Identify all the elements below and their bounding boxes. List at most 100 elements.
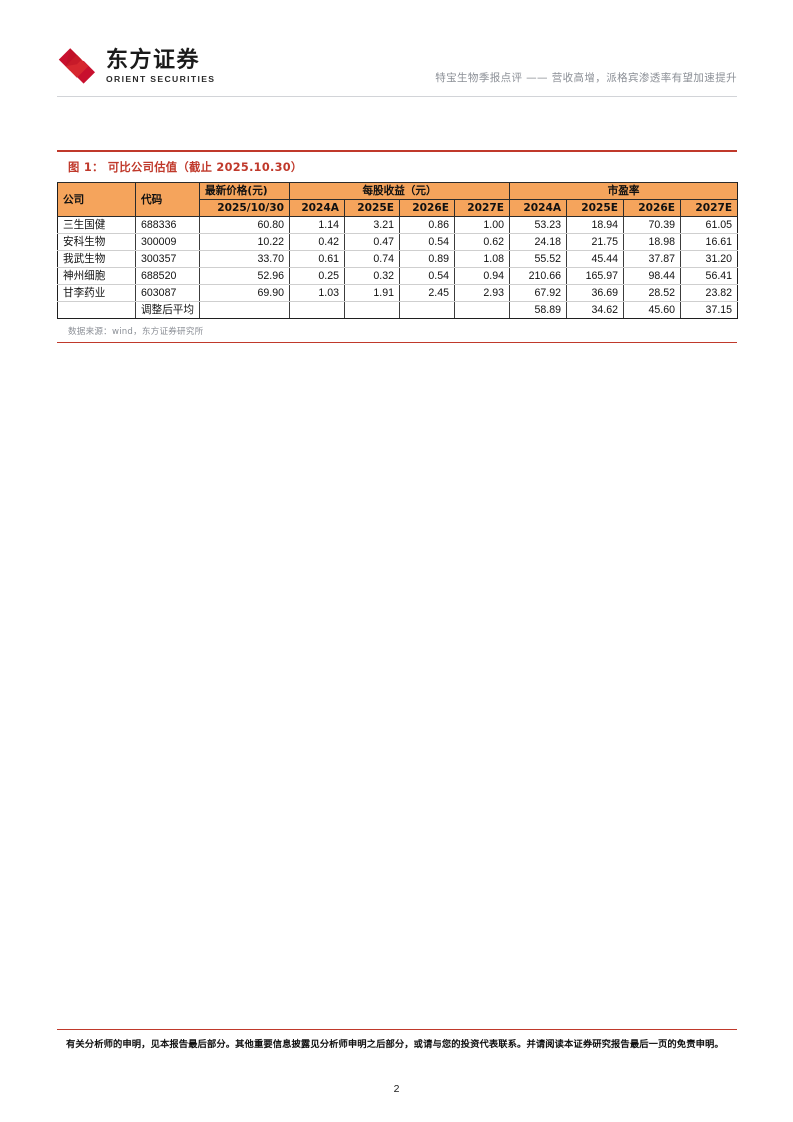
cell-eps-2027e: 2.93	[453, 283, 511, 302]
cell-eps-2027e: 0.94	[453, 266, 511, 285]
exhibit-title: 图 1： 可比公司估值（截止 2025.10.30）	[68, 160, 303, 174]
cell-code: 300357	[135, 249, 200, 268]
exhibit-block: 图 1： 可比公司估值（截止 2025.10.30） 公司 代码 最新	[57, 150, 739, 343]
cell-eps-2027e: 0.62	[453, 232, 511, 251]
exhibit-bottom-rule	[57, 341, 737, 343]
cell-code: 688520	[135, 266, 200, 285]
cell-pe-2024a: 24.18	[509, 232, 568, 251]
cell-company	[57, 300, 136, 319]
valuation-table: 公司 代码 最新价格(元) 每股收益（元） 市盈率 2025/10/30 202…	[57, 181, 739, 319]
col-header-company: 公司	[57, 181, 136, 217]
col-subheader-eps-2026e: 2026E	[399, 198, 455, 217]
col-subheader-eps-2024a: 2024A	[289, 198, 345, 217]
cell-pe-2026e: 37.87	[623, 249, 682, 268]
cell-eps-2024a: 0.61	[289, 249, 345, 268]
col-subheader-pe-2025e: 2025E	[566, 198, 625, 217]
cell-eps-2025e: 0.47	[344, 232, 400, 251]
cell-eps-2025e: 3.21	[344, 215, 400, 234]
cell-pe-2025e: 45.44	[566, 249, 625, 268]
cell-price: 10.22	[199, 232, 290, 251]
cell-price: 52.96	[199, 266, 290, 285]
cell-pe-2025e: 165.97	[566, 266, 625, 285]
cell-eps-2026e: 0.86	[399, 215, 455, 234]
page-header: 东方证券 ORIENT SECURITIES 特宝生物季报点评 —— 营收高增，…	[57, 44, 737, 96]
col-header-pe-group: 市盈率	[509, 181, 739, 200]
col-subheader-pe-2027e: 2027E	[680, 198, 739, 217]
cell-eps-2024a	[289, 300, 345, 319]
cell-company: 甘李药业	[57, 283, 136, 302]
orient-securities-diamond-logo	[57, 46, 97, 86]
cell-pe-2026e: 70.39	[623, 215, 682, 234]
col-subheader-eps-2025e: 2025E	[344, 198, 400, 217]
table-body: 三生国健 688336 60.80 1.14 3.21 0.86 1.00 53…	[57, 215, 739, 319]
exhibit-top-rule	[57, 150, 737, 152]
col-header-price: 最新价格(元)	[199, 181, 290, 200]
cell-eps-2024a: 0.42	[289, 232, 345, 251]
table-row-average: 调整后平均 58.89 34.62 45.60 37.15	[57, 300, 739, 319]
cell-pe-2025e: 18.94	[566, 215, 625, 234]
cell-company: 神州细胞	[57, 266, 136, 285]
table-row: 神州细胞 688520 52.96 0.25 0.32 0.54 0.94 21…	[57, 266, 739, 285]
brand-logo: 东方证券 ORIENT SECURITIES	[57, 46, 215, 86]
cell-code: 300009	[135, 232, 200, 251]
cell-pe-2024a: 58.89	[509, 300, 568, 319]
cell-eps-2026e: 0.54	[399, 266, 455, 285]
cell-pe-2026e: 18.98	[623, 232, 682, 251]
brand-text: 东方证券 ORIENT SECURITIES	[106, 47, 216, 85]
cell-eps-2025e: 0.74	[344, 249, 400, 268]
cell-pe-2024a: 55.52	[509, 249, 568, 268]
cell-pe-2024a: 53.23	[509, 215, 568, 234]
cell-price	[199, 300, 290, 319]
table-row: 三生国健 688336 60.80 1.14 3.21 0.86 1.00 53…	[57, 215, 739, 234]
col-subheader-eps-2027e: 2027E	[453, 198, 511, 217]
header-divider	[57, 96, 737, 97]
cell-eps-2024a: 1.14	[289, 215, 345, 234]
cell-pe-2025e: 21.75	[566, 232, 625, 251]
table-header-row-subs: 2025/10/30 2024A 2025E 2026E 2027E 2024A…	[58, 198, 739, 217]
cell-company: 我武生物	[57, 249, 136, 268]
cell-pe-2026e: 28.52	[623, 283, 682, 302]
cell-eps-2026e: 0.89	[399, 249, 455, 268]
cell-pe-2025e: 34.62	[566, 300, 625, 319]
cell-eps-2025e	[344, 300, 400, 319]
cell-company: 安科生物	[57, 232, 136, 251]
cell-pe-2025e: 36.69	[566, 283, 625, 302]
cell-eps-2026e: 0.54	[399, 232, 455, 251]
table-header-row-groups: 公司 代码 最新价格(元) 每股收益（元） 市盈率	[57, 181, 739, 217]
cell-pe-2024a: 67.92	[509, 283, 568, 302]
cell-code: 688336	[135, 215, 200, 234]
brand-name-en: ORIENT SECURITIES	[106, 74, 216, 85]
cell-eps-2025e: 0.32	[344, 266, 400, 285]
cell-price: 33.70	[199, 249, 290, 268]
cell-pe-2027e: 31.20	[680, 249, 739, 268]
table-row: 我武生物 300357 33.70 0.61 0.74 0.89 1.08 55…	[57, 249, 739, 268]
cell-pe-2027e: 23.82	[680, 283, 739, 302]
col-subheader-price-date: 2025/10/30	[199, 198, 290, 217]
cell-company: 三生国健	[57, 215, 136, 234]
footer-divider	[57, 1029, 737, 1031]
cell-eps-2027e: 1.08	[453, 249, 511, 268]
cell-eps-2027e	[453, 300, 511, 319]
brand-name-cn: 东方证券	[106, 47, 201, 73]
col-subheader-pe-2024a: 2024A	[509, 198, 568, 217]
cell-pe-2026e: 45.60	[623, 300, 682, 319]
col-header-code: 代码	[135, 181, 200, 217]
cell-pe-2027e: 61.05	[680, 215, 739, 234]
cell-pe-2027e: 37.15	[680, 300, 739, 319]
cell-eps-2025e: 1.91	[344, 283, 400, 302]
cell-price: 60.80	[199, 215, 290, 234]
cell-average-label: 调整后平均	[135, 300, 200, 319]
exhibit-source: 数据来源：wind，东方证券研究所	[68, 326, 204, 337]
cell-eps-2026e	[399, 300, 455, 319]
page-number: 2	[393, 1083, 400, 1095]
cell-pe-2024a: 210.66	[509, 266, 568, 285]
table-header: 公司 代码 最新价格(元) 每股收益（元） 市盈率 2025/10/30 202…	[57, 181, 739, 217]
cell-eps-2024a: 1.03	[289, 283, 345, 302]
cell-price: 69.90	[199, 283, 290, 302]
cell-eps-2024a: 0.25	[289, 266, 345, 285]
footer-disclaimer: 有关分析师的申明，见本报告最后部分。其他重要信息披露见分析师申明之后部分，或请与…	[66, 1039, 724, 1050]
cell-pe-2026e: 98.44	[623, 266, 682, 285]
table-row: 安科生物 300009 10.22 0.42 0.47 0.54 0.62 24…	[57, 232, 739, 251]
report-subject: 特宝生物季报点评 —— 营收高增，派格宾渗透率有望加速提升	[435, 72, 737, 84]
